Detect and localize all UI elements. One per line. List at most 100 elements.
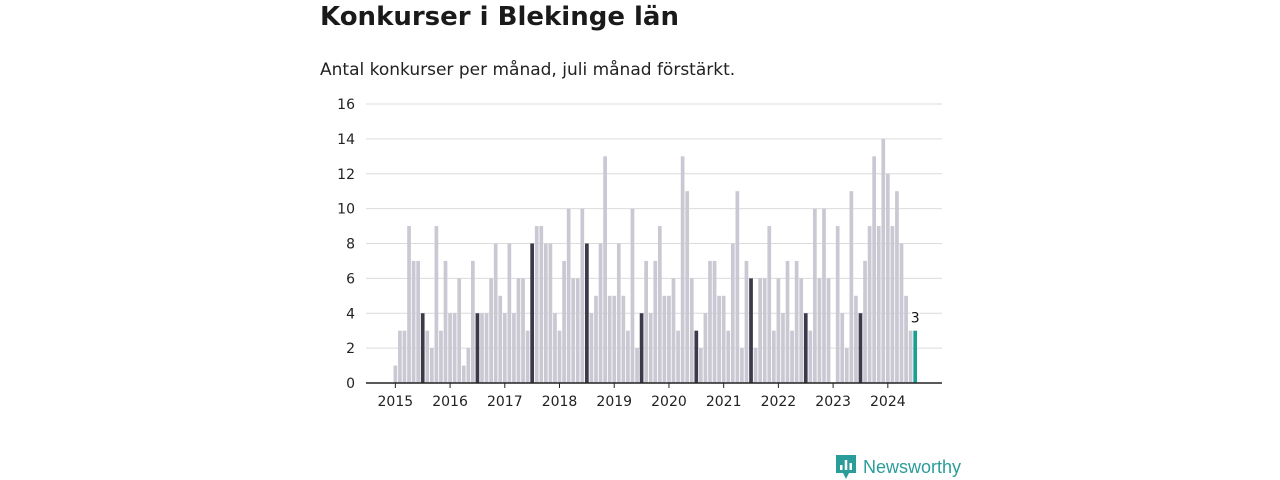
bar bbox=[480, 313, 484, 383]
bar bbox=[589, 313, 594, 383]
bar bbox=[908, 330, 913, 383]
bar bbox=[521, 278, 525, 384]
newsworthy-logo[interactable]: Newsworthy bbox=[835, 454, 961, 480]
bar bbox=[461, 365, 466, 383]
bar-chart: 0 2 4 6 8 10 12 14 16 2015 2016 2017 2018 2019 2020 202… bbox=[337, 97, 942, 410]
brand-name: Newsworthy bbox=[863, 456, 962, 477]
bar bbox=[411, 260, 416, 383]
bar bbox=[840, 313, 845, 383]
bar bbox=[676, 330, 680, 383]
bar bbox=[881, 138, 886, 384]
bar bbox=[863, 260, 867, 383]
y-tick-label: 16 bbox=[337, 97, 355, 113]
bar bbox=[712, 260, 717, 383]
bar bbox=[562, 260, 566, 383]
bar bbox=[575, 278, 580, 384]
bar bbox=[799, 278, 804, 384]
bar bbox=[744, 260, 749, 383]
bar bbox=[502, 313, 507, 383]
bar bbox=[548, 243, 553, 383]
newsworthy-chart-icon bbox=[836, 455, 856, 479]
y-tick-label: 0 bbox=[346, 376, 355, 392]
bars bbox=[393, 138, 918, 384]
bar bbox=[781, 313, 785, 383]
bar bbox=[771, 330, 776, 383]
bar bbox=[794, 260, 799, 383]
bar bbox=[516, 278, 521, 384]
bar bbox=[393, 365, 398, 383]
bar bbox=[735, 191, 740, 383]
bar bbox=[603, 156, 607, 383]
bar bbox=[420, 313, 425, 383]
bar bbox=[434, 226, 439, 383]
chart-title: Konkurser i Blekinge län bbox=[320, 2, 679, 32]
bar bbox=[452, 313, 457, 383]
bar bbox=[493, 243, 498, 383]
x-tick-label: 2016 bbox=[432, 394, 468, 410]
bar bbox=[571, 278, 576, 384]
bar bbox=[717, 295, 721, 383]
bar bbox=[803, 313, 808, 383]
bar bbox=[899, 243, 904, 383]
bar bbox=[466, 348, 471, 384]
bar bbox=[612, 295, 617, 383]
bar bbox=[621, 295, 626, 383]
bar bbox=[429, 348, 434, 384]
x-tick-label: 2023 bbox=[815, 394, 851, 410]
x-tick-label: 2020 bbox=[651, 394, 687, 410]
x-tick-label: 2024 bbox=[870, 394, 906, 410]
bar bbox=[721, 295, 726, 383]
bar bbox=[416, 260, 420, 383]
bar bbox=[895, 191, 899, 383]
bar bbox=[699, 348, 703, 384]
bar bbox=[630, 208, 635, 384]
y-tick-label: 10 bbox=[337, 202, 355, 218]
bar bbox=[813, 208, 817, 384]
bar bbox=[776, 278, 781, 384]
bar bbox=[767, 226, 772, 383]
bar bbox=[708, 260, 712, 383]
bar bbox=[543, 243, 548, 383]
bar bbox=[653, 260, 658, 383]
bar bbox=[439, 330, 443, 383]
bar bbox=[913, 330, 918, 383]
x-tick-label: 2017 bbox=[487, 394, 523, 410]
bar bbox=[644, 260, 648, 383]
bar bbox=[904, 295, 908, 383]
bar bbox=[626, 330, 630, 383]
bar bbox=[598, 243, 603, 383]
bar bbox=[822, 208, 826, 384]
y-tick-label: 4 bbox=[346, 306, 355, 322]
bar bbox=[858, 313, 863, 383]
bar bbox=[507, 243, 512, 383]
bar bbox=[657, 226, 662, 383]
bar bbox=[730, 243, 735, 383]
bar bbox=[616, 243, 621, 383]
y-tick-label: 8 bbox=[346, 237, 355, 253]
bar bbox=[566, 208, 571, 384]
bar bbox=[680, 156, 685, 383]
bar bbox=[749, 278, 753, 384]
bar bbox=[758, 278, 762, 384]
x-tick-label: 2019 bbox=[596, 394, 632, 410]
bar bbox=[849, 191, 854, 383]
x-tick-label: 2015 bbox=[378, 394, 414, 410]
x-tick-label: 2022 bbox=[761, 394, 797, 410]
bar bbox=[484, 313, 489, 383]
bar bbox=[585, 243, 589, 383]
bar bbox=[872, 156, 876, 383]
bar bbox=[785, 260, 790, 383]
bar bbox=[530, 243, 534, 383]
bar bbox=[639, 313, 644, 383]
bar bbox=[685, 191, 690, 383]
bar bbox=[762, 278, 767, 384]
bar bbox=[844, 348, 849, 384]
bar bbox=[580, 208, 585, 384]
axes: 0 2 4 6 8 10 12 14 16 2015 2016 2017 2018 2019 2020 202… bbox=[337, 97, 942, 410]
bar bbox=[498, 295, 503, 383]
bar bbox=[457, 278, 462, 384]
bar bbox=[876, 226, 881, 383]
y-tick-label: 2 bbox=[346, 341, 355, 357]
bar bbox=[448, 313, 452, 383]
bar bbox=[867, 226, 872, 383]
